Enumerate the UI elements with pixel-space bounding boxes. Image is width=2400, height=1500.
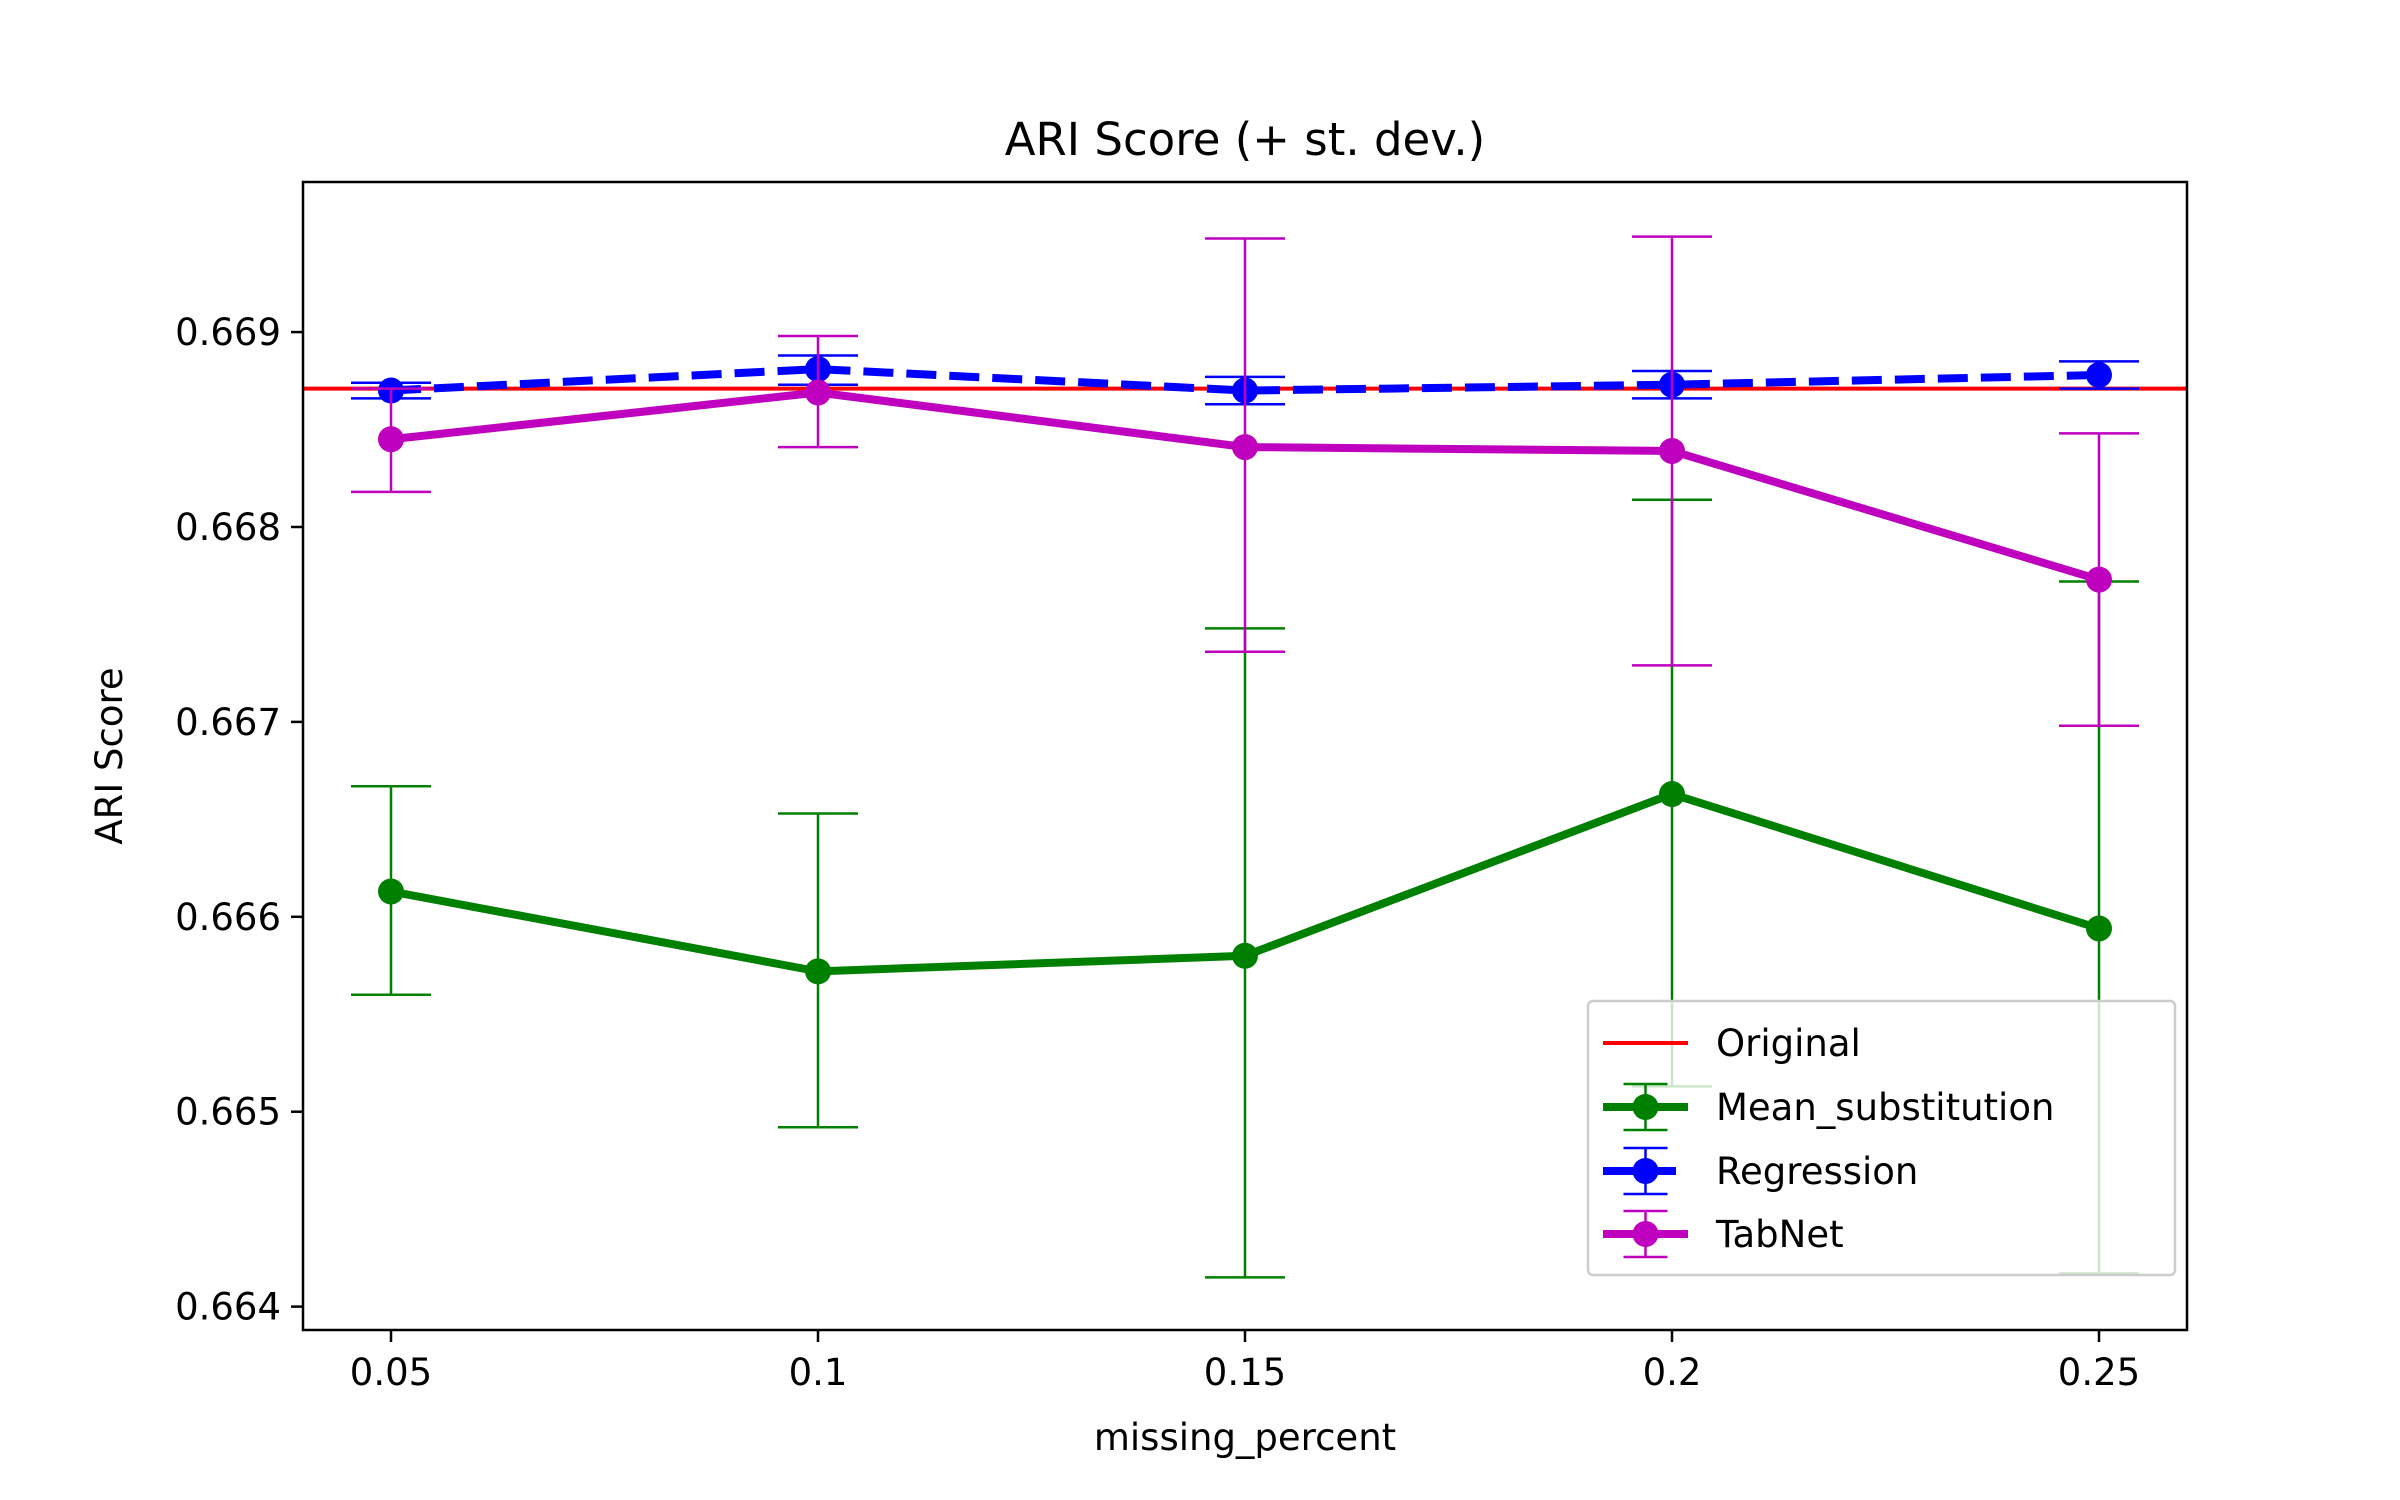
legend-item-regression: Regression (1603, 1146, 1918, 1196)
data-point (1232, 434, 1258, 461)
series-mean-substitution (351, 498, 2139, 1279)
series-line (390, 365, 2100, 395)
y-tick-label: 0.669 (175, 311, 281, 354)
y-tick-label: 0.668 (175, 506, 281, 549)
data-point (2086, 915, 2112, 942)
series-tabnet (351, 235, 2139, 728)
legend-marker (1632, 1221, 1659, 1247)
legend-item-tabnet: TabNet (1603, 1209, 1844, 1259)
y-tick-label: 0.666 (175, 896, 281, 939)
y-tick-label: 0.667 (175, 701, 281, 744)
data-point (378, 878, 404, 905)
y-tick-label: 0.664 (175, 1286, 281, 1329)
legend-marker (1632, 1094, 1659, 1120)
legend-label: Mean_substitution (1716, 1086, 2054, 1129)
legend: Original Mean_substitution Regression TabNe… (1586, 999, 2177, 1277)
legend-label: Regression (1716, 1150, 1918, 1193)
legend-label: Original (1716, 1022, 1861, 1065)
data-point (378, 426, 404, 453)
legend-item-original: Original (1603, 1022, 1861, 1065)
y-tick-label: 0.665 (175, 1091, 281, 1134)
legend-box (1586, 999, 2177, 1277)
y-axis-label: ARI Score (88, 667, 131, 844)
data-point (805, 958, 831, 985)
data-point (805, 379, 831, 406)
x-tick-label: 0.1 (789, 1351, 848, 1394)
x-axis-label: missing_percent (1094, 1416, 1396, 1459)
chart-title: ARI Score (+ st. dev.) (1005, 113, 1485, 166)
data-point (2086, 566, 2112, 593)
data-point (1659, 781, 1685, 808)
data-point (1659, 437, 1685, 464)
x-tick-label: 0.05 (350, 1351, 432, 1394)
x-tick-label: 0.15 (1204, 1351, 1286, 1394)
x-tick-label: 0.25 (2058, 1351, 2140, 1394)
legend-item-mean-substitution: Mean_substitution (1603, 1082, 2054, 1132)
legend-marker (1632, 1158, 1659, 1184)
legend-label: TabNet (1715, 1213, 1844, 1256)
data-point (1232, 942, 1258, 969)
data-point (2086, 361, 2112, 388)
x-tick-label: 0.2 (1643, 1351, 1702, 1394)
